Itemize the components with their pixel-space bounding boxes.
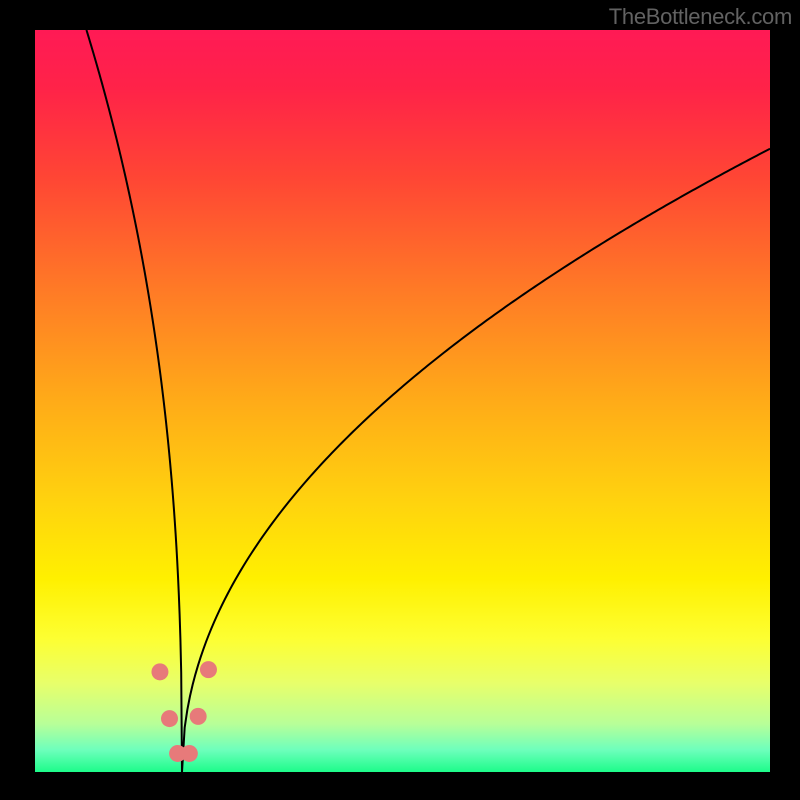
marker-dot [161,710,178,727]
marker-dot [181,745,198,762]
marker-dot [190,708,207,725]
chart-viewport: TheBottleneck.com [0,0,800,800]
marker-dot [200,661,217,678]
plot-area [35,30,770,772]
watermark-text: TheBottleneck.com [609,4,792,30]
bottleneck-chart-svg [35,30,770,772]
marker-dot [151,663,168,680]
gradient-background [35,30,770,772]
